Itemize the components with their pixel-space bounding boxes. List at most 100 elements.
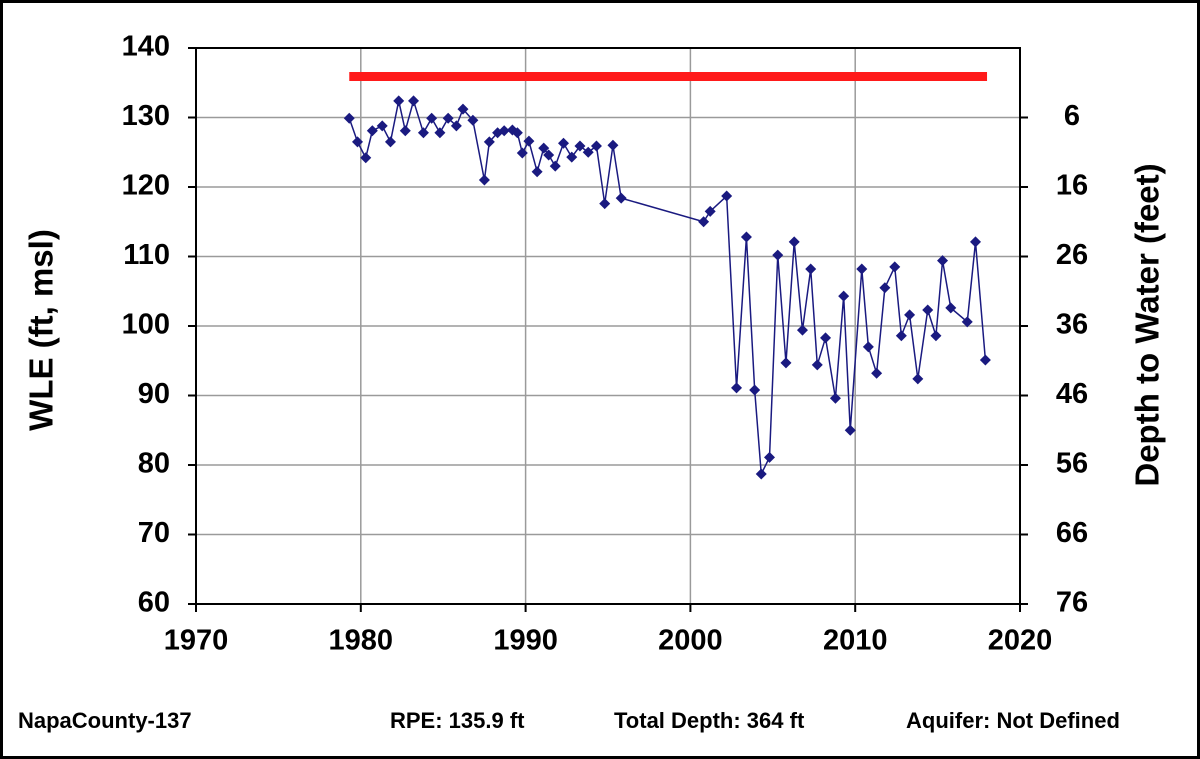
data-point [523,135,535,147]
data-point [937,255,949,267]
y-tick-label: 90 [138,378,170,410]
data-point [879,282,891,294]
data-point [457,103,469,115]
y-tick-label: 110 [123,239,170,271]
data-point [904,309,916,321]
data-point [360,152,372,164]
x-tick-label: 2010 [823,625,888,657]
data-point [930,330,942,342]
data-point [442,112,454,124]
y-tick-label: 60 [138,587,170,619]
data-point [417,127,429,139]
data-point [599,198,611,210]
data-point [796,324,808,336]
annotation: RPE: 135.9 ft [390,708,525,733]
data-point [970,236,982,248]
y-tick-label: 140 [122,31,170,63]
data-point [895,330,907,342]
data-point [376,120,388,132]
data-point [749,384,761,396]
data-point [399,125,411,137]
data-point [811,359,823,371]
data-point [912,373,924,385]
data-point [384,136,396,148]
data-point [764,451,776,463]
data-point [780,357,792,369]
data-point [829,392,841,404]
data-point [483,136,495,148]
data-point [844,424,856,436]
data-point [862,341,874,353]
x-tick-label: 2020 [988,625,1053,657]
y2-axis-title: Depth to Water (feet) [1129,163,1166,486]
data-point [788,236,800,248]
data-point [467,114,479,126]
plot-frame [195,47,1021,605]
y2-tick-label: 36 [1056,309,1088,341]
data-point [531,166,543,178]
data-point [498,125,510,137]
annotation: Aquifer: Not Defined [906,708,1120,733]
x-tick-label: 1990 [493,625,558,657]
data-point [549,160,561,172]
data-point [698,216,710,228]
data-point [889,261,901,273]
data-point [582,146,594,158]
data-point [615,192,627,204]
data-point [838,290,850,302]
y2-tick-label: 6 [1064,100,1080,132]
y2-tick-label: 46 [1056,378,1088,410]
annotation: NapaCounty-137 [18,708,192,733]
x-tick-label: 2000 [658,625,723,657]
data-point [755,468,767,480]
data-point [478,174,490,186]
data-point [343,112,355,124]
data-point [366,125,378,137]
data-point [731,382,743,394]
data-point [740,231,752,243]
data-point [704,205,716,217]
y-tick-label: 100 [122,309,170,341]
y-tick-label: 120 [122,170,170,202]
data-point [543,149,555,161]
y2-tick-label: 26 [1056,239,1088,271]
data-point [393,95,405,107]
x-tick-label: 1980 [329,625,394,657]
data-point [558,137,570,149]
y2-tick-label: 76 [1056,587,1088,619]
data-point [607,139,619,151]
data-point [820,332,832,344]
y2-tick-label: 16 [1056,170,1088,202]
data-point [566,151,578,163]
data-point [408,95,420,107]
y-axis-title: WLE (ft, msl) [23,229,60,431]
data-point [979,354,991,366]
data-point [426,112,438,124]
y-tick-label: 70 [138,517,170,549]
data-point [511,127,523,139]
data-point [352,136,364,148]
data-point [856,263,868,275]
data-point [772,249,784,261]
data-point [538,142,550,154]
data-point [434,127,446,139]
data-point [961,316,973,328]
y-tick-label: 80 [138,448,170,480]
data-point [450,120,462,132]
data-point [574,140,586,152]
y2-tick-label: 66 [1056,517,1088,549]
y-tick-label: 130 [122,100,170,132]
annotation: Total Depth: 364 ft [614,708,805,733]
y2-tick-label: 56 [1056,448,1088,480]
data-point [945,302,957,314]
data-point [590,140,602,152]
data-point [922,304,934,316]
data-point [516,147,528,159]
data-point [492,127,504,139]
x-tick-label: 1970 [164,625,229,657]
data-point [871,367,883,379]
data-point [721,190,733,202]
data-point [805,263,817,275]
